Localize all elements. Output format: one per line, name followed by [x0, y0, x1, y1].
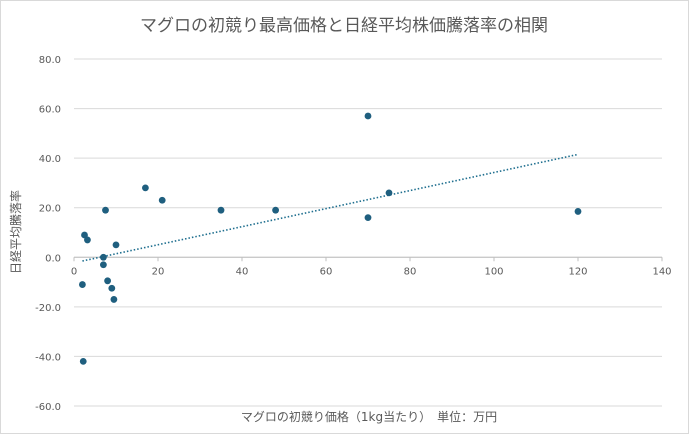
y-axis-label: 日経平均騰落率: [8, 190, 23, 274]
y-tick-label: 0.0: [45, 253, 61, 264]
data-point: [385, 189, 393, 197]
y-tick-label: -60.0: [35, 402, 61, 413]
y-tick-label: 60.0: [39, 105, 61, 116]
gridlines: [74, 58, 662, 407]
data-point: [104, 277, 111, 285]
data-point: [100, 253, 107, 261]
data-point: [272, 206, 279, 214]
data-point: [364, 214, 372, 222]
data-point: [110, 296, 118, 303]
x-tick-label: 40: [236, 266, 249, 277]
x-tick-label: 60: [320, 266, 333, 277]
x-tick-label: 0: [71, 266, 77, 277]
x-tick-label: 140: [652, 266, 671, 277]
data-point: [112, 241, 120, 249]
trendline: [82, 153, 579, 262]
data-point: [142, 184, 149, 192]
data-point: [84, 236, 91, 244]
data-point: [79, 357, 87, 365]
x-axis-label: マグロの初競り価格（1kg当たり） 単位：万円: [241, 409, 497, 424]
data-point: [81, 231, 88, 239]
y-axis-tick-labels: 80.0 60.0 40.0 20.0 0.0 -20.0 -40.0 -60.0: [35, 55, 61, 413]
data-point: [217, 206, 225, 214]
y-tick-label: -40.0: [35, 352, 61, 363]
data-point: [158, 196, 166, 204]
data-point: [574, 208, 582, 215]
y-tick-label: -20.0: [35, 303, 61, 314]
y-tick-label: 20.0: [39, 204, 61, 215]
data-point: [108, 284, 116, 292]
data-point: [100, 261, 107, 269]
data-point: [102, 206, 109, 214]
x-tick-label: 80: [404, 266, 417, 277]
data-point: [364, 112, 372, 120]
x-axis-tick-labels: 0 20 40 60 80 100 120 140: [71, 257, 672, 277]
data-points: [79, 112, 582, 365]
x-tick-label: 100: [484, 266, 503, 277]
chart-title: マグロの初競り最高価格と日経平均株価騰落率の相関: [140, 16, 548, 36]
data-point: [79, 281, 86, 288]
y-tick-label: 80.0: [39, 55, 61, 66]
y-tick-label: 40.0: [39, 154, 61, 165]
x-tick-label: 20: [152, 266, 165, 277]
x-tick-label: 120: [568, 266, 587, 277]
